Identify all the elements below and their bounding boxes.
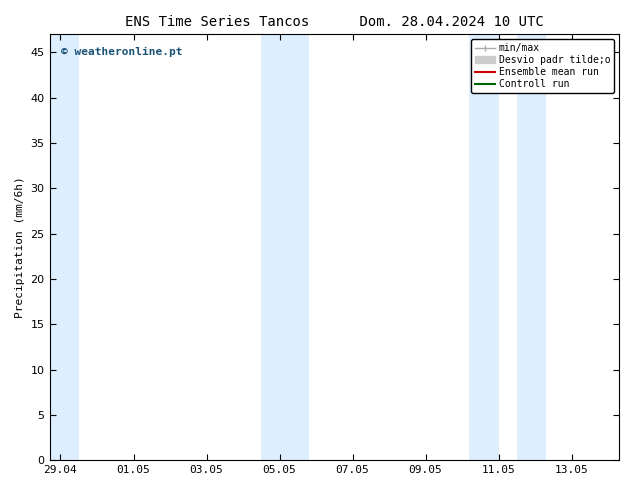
Title: ENS Time Series Tancos      Dom. 28.04.2024 10 UTC: ENS Time Series Tancos Dom. 28.04.2024 1… — [125, 15, 543, 29]
Legend: min/max, Desvio padr tilde;o, Ensemble mean run, Controll run: min/max, Desvio padr tilde;o, Ensemble m… — [472, 39, 614, 93]
Text: © weatheronline.pt: © weatheronline.pt — [61, 47, 183, 57]
Y-axis label: Precipitation (mm/6h): Precipitation (mm/6h) — [15, 176, 25, 318]
Bar — [469, 34, 498, 460]
Bar — [517, 34, 546, 460]
Bar — [261, 34, 309, 460]
Bar — [49, 34, 79, 460]
